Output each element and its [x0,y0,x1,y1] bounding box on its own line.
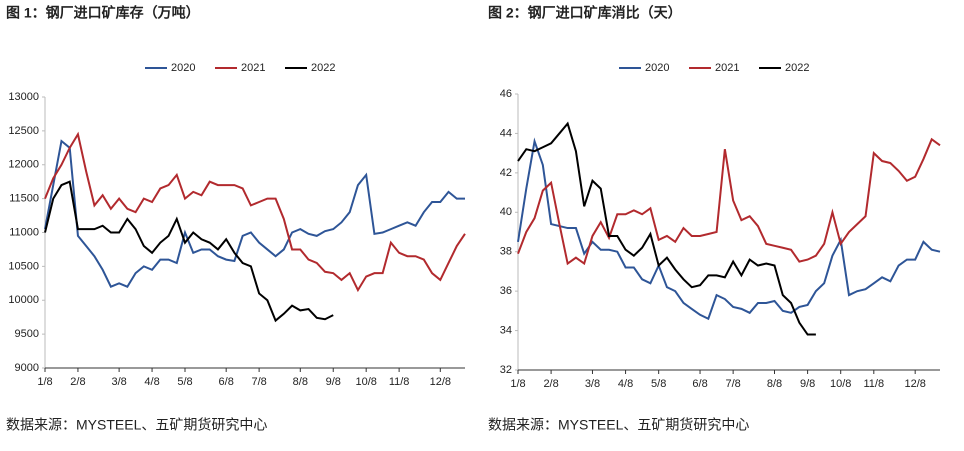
x-tick-label: 9/8 [800,378,815,390]
x-tick-label: 3/8 [111,376,126,388]
x-tick-label: 6/8 [219,376,234,388]
chart-title: 图 1：钢厂进口矿库存（万吨） [6,5,200,21]
x-tick-label: 7/8 [251,376,266,388]
y-tick-label: 44 [500,127,512,139]
x-tick-label: 12/8 [430,376,451,388]
x-tick-label: 6/8 [692,378,707,390]
legend-label: 2022 [311,62,335,74]
x-tick-label: 7/8 [725,378,740,390]
series-line [44,139,465,288]
x-tick-label: 5/8 [651,378,666,390]
y-tick-label: 13000 [8,91,39,103]
x-tick-label: 4/8 [144,376,159,388]
series-line [517,137,941,266]
series-line [517,121,816,336]
legend-label: 2021 [715,62,739,74]
x-tick-label: 12/8 [904,378,925,390]
y-tick-label: 34 [500,324,512,336]
chart: 图 2：钢厂进口矿库消比（天） 数据来源：MYSTEEL、五矿期货研究中心 32 34… [488,5,941,433]
y-tick-label: 32 [500,364,512,376]
x-tick-label: 5/8 [177,376,192,388]
y-tick-label: 10000 [8,294,39,306]
y-tick-label: 11000 [9,226,39,238]
x-tick-label: 4/8 [618,378,633,390]
y-tick-label: 10500 [8,260,39,272]
x-tick-label: 10/8 [830,378,851,390]
y-tick-label: 42 [500,167,512,179]
x-tick-label: 11/8 [389,376,410,388]
y-tick-label: 38 [500,246,512,258]
x-tick-label: 2/8 [543,378,558,390]
chart: 图 1：钢厂进口矿库存（万吨） 数据来源：MYSTEEL、五矿期货研究中心 9000… [6,5,466,433]
legend-label: 2021 [241,62,265,74]
x-tick-label: 2/8 [70,376,85,388]
legend-label: 2020 [171,62,195,74]
x-tick-label: 10/8 [355,376,376,388]
legend-label: 2020 [645,62,669,74]
y-tick-label: 9000 [15,362,39,374]
source: 数据来源：MYSTEEL、五矿期货研究中心 [6,417,267,433]
series-line [517,137,941,321]
x-tick-label: 1/8 [37,376,52,388]
source: 数据来源：MYSTEEL、五矿期货研究中心 [488,417,749,433]
series-line [44,180,334,323]
y-tick-label: 12500 [8,125,39,137]
legend-label: 2022 [785,62,809,74]
y-tick-label: 12000 [8,159,39,171]
y-tick-label: 36 [500,285,512,297]
series-line [44,131,466,293]
y-tick-label: 11500 [9,193,39,205]
x-tick-label: 9/8 [326,376,341,388]
x-tick-label: 3/8 [585,378,600,390]
x-tick-label: 1/8 [510,378,525,390]
y-tick-label: 46 [500,88,512,100]
chart-title: 图 2：钢厂进口矿库消比（天） [488,5,682,21]
x-tick-label: 8/8 [293,376,308,388]
y-tick-label: 9500 [15,328,39,340]
x-tick-label: 8/8 [767,378,782,390]
x-tick-label: 11/8 [864,378,885,390]
y-tick-label: 40 [500,206,512,218]
